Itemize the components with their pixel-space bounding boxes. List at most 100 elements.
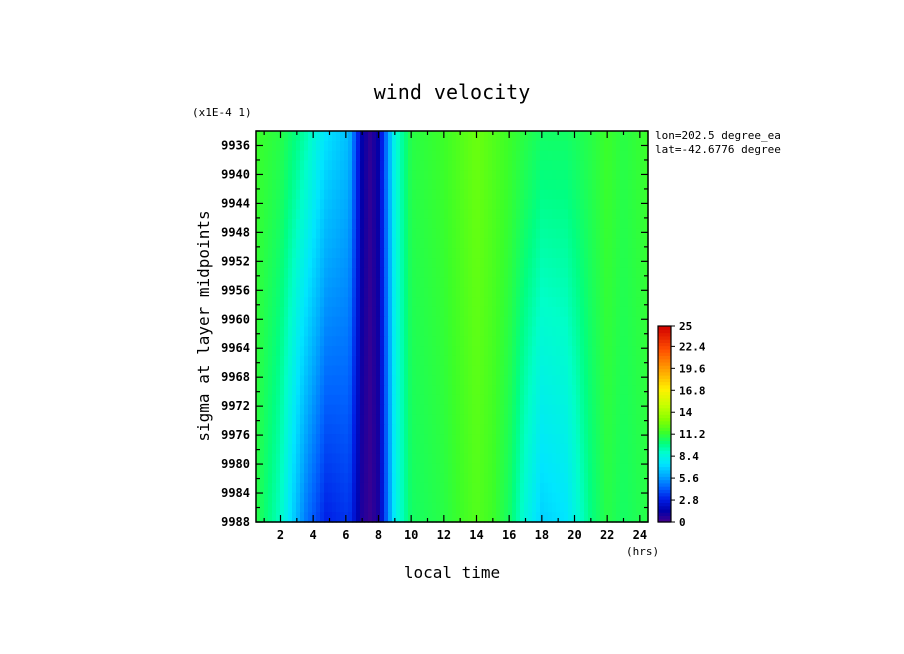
heatmap-cell bbox=[636, 150, 641, 161]
heatmap-cell bbox=[480, 482, 485, 494]
heatmap-cell bbox=[536, 150, 541, 161]
heatmap-cell bbox=[316, 306, 321, 318]
heatmap-cell bbox=[384, 365, 389, 376]
heatmap-cell bbox=[552, 453, 557, 464]
heatmap-cell bbox=[584, 218, 589, 230]
heatmap-cell bbox=[528, 140, 533, 152]
heatmap-cell bbox=[516, 443, 521, 455]
heatmap-cell bbox=[348, 365, 353, 376]
heatmap-cell bbox=[340, 150, 345, 161]
heatmap-cell bbox=[636, 482, 641, 494]
heatmap-cell bbox=[280, 502, 285, 513]
heatmap-cell bbox=[424, 365, 429, 376]
heatmap-cell bbox=[300, 238, 305, 249]
heatmap-cell bbox=[496, 258, 501, 269]
heatmap-cell bbox=[580, 404, 585, 416]
heatmap-cell bbox=[272, 394, 277, 406]
heatmap-cell bbox=[496, 306, 501, 318]
heatmap-cell bbox=[384, 346, 389, 357]
heatmap-cell bbox=[620, 150, 625, 161]
heatmap-cell bbox=[580, 502, 585, 513]
heatmap-cell bbox=[520, 414, 525, 425]
heatmap-cell bbox=[364, 502, 369, 513]
heatmap-cell bbox=[556, 170, 561, 181]
heatmap-cell bbox=[476, 218, 481, 230]
heatmap-cell bbox=[412, 316, 417, 328]
heatmap-cell bbox=[596, 150, 601, 161]
heatmap-cell bbox=[644, 463, 649, 474]
heatmap-cell bbox=[452, 228, 457, 240]
heatmap-cell bbox=[336, 238, 341, 249]
heatmap-cell bbox=[276, 277, 281, 289]
heatmap-cell bbox=[628, 492, 633, 504]
heatmap-cell bbox=[372, 218, 377, 230]
heatmap-cell bbox=[324, 385, 329, 396]
heatmap-cell bbox=[528, 512, 533, 523]
y-axis: 9936994099449948995299569960996499689972… bbox=[221, 130, 648, 529]
heatmap-cell bbox=[516, 512, 521, 523]
heatmap-cell bbox=[408, 453, 413, 464]
heatmap-cell bbox=[280, 326, 285, 337]
heatmap-cell bbox=[544, 492, 549, 504]
heatmap-cell bbox=[420, 160, 425, 171]
heatmap-cell bbox=[564, 404, 569, 416]
heatmap-cell bbox=[628, 150, 633, 161]
heatmap-cell bbox=[460, 150, 465, 161]
heatmap-cell bbox=[572, 434, 577, 445]
heatmap-cell bbox=[368, 326, 373, 337]
heatmap-cell bbox=[324, 463, 329, 474]
heatmap-cell bbox=[400, 365, 405, 376]
heatmap-cell bbox=[600, 394, 605, 406]
heatmap-cell bbox=[424, 150, 429, 161]
heatmap-cell bbox=[628, 170, 633, 181]
heatmap-cell bbox=[640, 170, 645, 181]
heatmap-cell bbox=[636, 453, 641, 464]
heatmap-cell bbox=[552, 218, 557, 230]
heatmap-cell bbox=[556, 179, 561, 191]
heatmap-cell bbox=[556, 394, 561, 406]
heatmap-cell bbox=[472, 375, 477, 386]
heatmap-cell bbox=[644, 306, 649, 318]
heatmap-cell bbox=[456, 434, 461, 445]
heatmap-cell bbox=[432, 218, 437, 230]
heatmap-cell bbox=[348, 336, 353, 347]
heatmap-cell bbox=[344, 316, 349, 328]
heatmap-cell bbox=[396, 512, 401, 523]
heatmap-cell bbox=[412, 502, 417, 513]
heatmap-cell bbox=[380, 277, 385, 289]
heatmap-cell bbox=[296, 394, 301, 406]
heatmap-cell bbox=[444, 394, 449, 406]
heatmap-cell bbox=[500, 473, 505, 484]
heatmap-cell bbox=[408, 199, 413, 210]
heatmap-cell bbox=[488, 355, 493, 367]
heatmap-cell bbox=[548, 150, 553, 161]
heatmap-cell bbox=[468, 297, 473, 308]
heatmap-cell bbox=[432, 453, 437, 464]
heatmap-cell bbox=[644, 179, 649, 191]
heatmap-cell bbox=[396, 267, 401, 279]
heatmap-cell bbox=[264, 326, 269, 337]
heatmap-cell bbox=[452, 463, 457, 474]
heatmap-cell bbox=[408, 482, 413, 494]
heatmap-cell bbox=[596, 306, 601, 318]
heatmap-cell bbox=[352, 404, 357, 416]
heatmap-cell bbox=[576, 209, 581, 220]
heatmap-cell bbox=[544, 238, 549, 249]
heatmap-cell bbox=[608, 238, 613, 249]
heatmap-cell bbox=[404, 248, 409, 259]
heatmap-cell bbox=[484, 287, 489, 298]
heatmap-cell bbox=[644, 277, 649, 289]
heatmap-cell bbox=[508, 238, 513, 249]
heatmap-cell bbox=[440, 502, 445, 513]
heatmap-cell bbox=[260, 375, 265, 386]
heatmap-cell bbox=[588, 463, 593, 474]
heatmap-cell bbox=[460, 179, 465, 191]
heatmap-cell bbox=[632, 502, 637, 513]
heatmap-cell bbox=[568, 482, 573, 494]
heatmap-cell bbox=[616, 394, 621, 406]
heatmap-cell bbox=[584, 131, 589, 142]
heatmap-cell bbox=[288, 131, 293, 142]
heatmap-cell bbox=[564, 512, 569, 523]
heatmap-cell bbox=[628, 140, 633, 152]
heatmap-cell bbox=[280, 160, 285, 171]
